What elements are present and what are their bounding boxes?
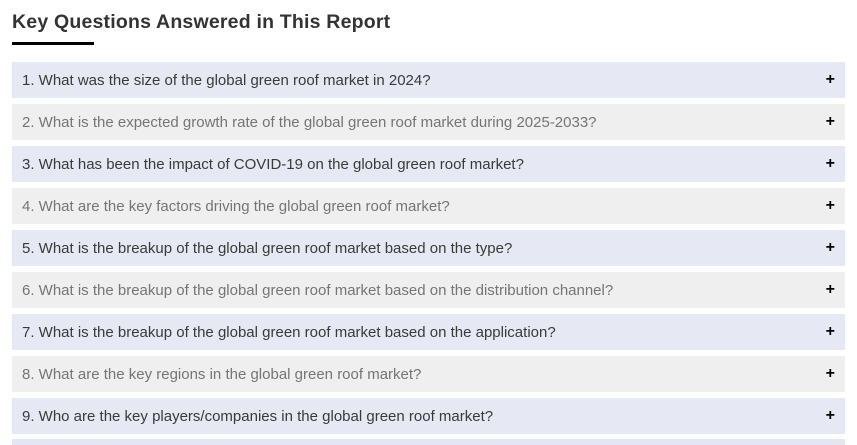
question-row-1[interactable]: 1. What was the size of the global green… [12, 62, 845, 98]
question-text: 6. What is the breakup of the global gre… [22, 281, 614, 299]
question-text: 1. What was the size of the global green… [22, 71, 431, 89]
question-row-8[interactable]: 8. What are the key regions in the globa… [12, 356, 845, 392]
expand-plus-icon[interactable]: + [825, 239, 835, 256]
page-title: Key Questions Answered in This Report [12, 11, 391, 33]
question-row-6[interactable]: 6. What is the breakup of the global gre… [12, 272, 845, 308]
question-row-9[interactable]: 9. Who are the key players/companies in … [12, 398, 845, 434]
title-underline [12, 42, 94, 45]
question-row-7[interactable]: 7. What is the breakup of the global gre… [12, 314, 845, 350]
expand-plus-icon[interactable]: + [825, 155, 835, 172]
expand-plus-icon[interactable]: + [825, 323, 835, 340]
question-text: 5. What is the breakup of the global gre… [22, 239, 513, 257]
expand-plus-icon[interactable]: + [825, 365, 835, 382]
question-text: 7. What is the breakup of the global gre… [22, 323, 556, 341]
question-row-3[interactable]: 3. What has been the impact of COVID-19 … [12, 146, 845, 182]
expand-plus-icon[interactable]: + [825, 113, 835, 130]
expand-plus-icon[interactable]: + [825, 197, 835, 214]
question-row-2[interactable]: 2. What is the expected growth rate of t… [12, 104, 845, 140]
question-text: 8. What are the key regions in the globa… [22, 365, 422, 383]
expand-plus-icon[interactable]: + [825, 281, 835, 298]
next-row-partial [12, 439, 845, 445]
question-text: 2. What is the expected growth rate of t… [22, 113, 597, 131]
expand-plus-icon[interactable]: + [825, 407, 835, 424]
question-text: 3. What has been the impact of COVID-19 … [22, 155, 524, 173]
question-text: 4. What are the key factors driving the … [22, 197, 450, 215]
expand-plus-icon[interactable]: + [825, 71, 835, 88]
question-row-4[interactable]: 4. What are the key factors driving the … [12, 188, 845, 224]
questions-accordion: 1. What was the size of the global green… [12, 62, 845, 445]
question-row-5[interactable]: 5. What is the breakup of the global gre… [12, 230, 845, 266]
question-text: 9. Who are the key players/companies in … [22, 407, 494, 425]
